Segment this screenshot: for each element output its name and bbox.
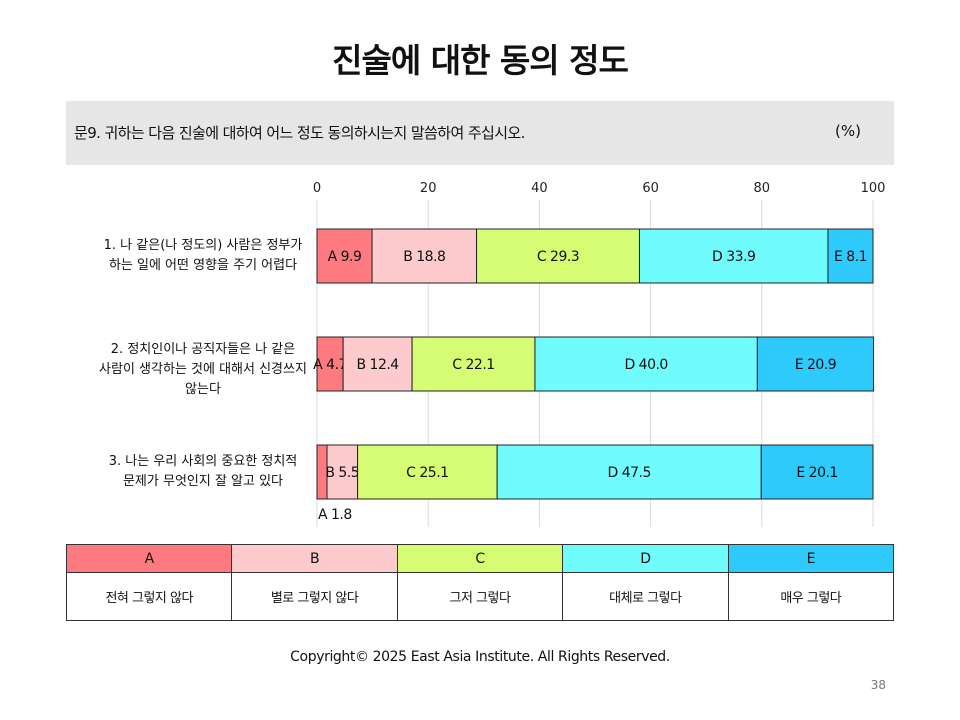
legend-label-a: 전혀 그렇지 않다: [65, 572, 233, 621]
data-label: D 33.9: [712, 249, 755, 265]
data-label: A 1.8: [318, 507, 352, 523]
category-label: 하는 일에 어떤 영향을 주기 어렵다: [109, 258, 297, 273]
x-tick-label: 100: [861, 181, 886, 196]
category-label: 2. 정치인이나 공직자들은 나 같은: [111, 342, 295, 357]
legend-code-b: B: [231, 544, 398, 573]
bar-segment: [316, 336, 344, 392]
legend-code-d: D: [562, 544, 729, 573]
bar-segment: [760, 444, 874, 500]
data-label: A 9.9: [328, 249, 362, 265]
x-tick-label: 40: [531, 181, 548, 196]
legend-code-row: A B C D E: [65, 544, 895, 573]
data-label: C 29.3: [537, 249, 579, 265]
x-tick-label: 20: [420, 181, 437, 196]
copyright-notice: Copyright© 2025 East Asia Institute. All…: [290, 649, 670, 665]
data-label: C 25.1: [406, 465, 448, 481]
category-label: 문제가 무엇인지 잘 알고 있다: [123, 474, 283, 489]
x-tick-label: 0: [313, 181, 321, 196]
data-label: C 22.1: [452, 357, 494, 373]
bar-segment: [638, 228, 829, 284]
bar-segment: [476, 228, 640, 284]
bar-segment: [534, 336, 758, 392]
data-label: B 18.8: [403, 249, 445, 265]
data-label: D 47.5: [607, 465, 650, 481]
bar-segment: [496, 444, 762, 500]
category-label: 1. 나 같은(나 정도의) 사람은 정부가: [104, 238, 303, 253]
data-label: D 40.0: [624, 357, 667, 373]
legend-label-d: 대체로 그렇다: [562, 572, 729, 621]
data-label: A 4.7: [313, 357, 347, 373]
category-label: 사람이 생각하는 것에 대해서 신경쓰지: [99, 362, 307, 377]
bar-segment: [326, 444, 359, 500]
bar-segment: [411, 336, 536, 392]
x-tick-label: 60: [642, 181, 659, 196]
legend-code-a: A: [65, 544, 233, 573]
data-label: E 20.1: [796, 465, 837, 481]
data-label: E 20.9: [795, 357, 836, 373]
bar-segment: [827, 228, 874, 284]
data-label: B 5.5: [325, 465, 359, 481]
unit-label: (%): [835, 122, 861, 140]
data-label: B 12.4: [356, 357, 399, 373]
legend-label-row: 전혀 그렇지 않다 별로 그렇지 않다 그저 그렇다 대체로 그렇다 매우 그렇…: [65, 572, 895, 621]
page-number: 38: [870, 678, 886, 692]
x-tick-label: 80: [754, 181, 771, 196]
data-label: E 8.1: [834, 249, 867, 265]
legend-label-c: 그저 그렇다: [396, 572, 564, 621]
category-label: 않는다: [185, 382, 221, 397]
legend-label-b: 별로 그렇지 않다: [231, 572, 398, 621]
bar-segment: [756, 336, 875, 392]
question-text: 문9. 귀하는 다음 진술에 대하여 어느 정도 동의하시는지 말씀하여 주십시…: [74, 124, 525, 142]
question-box: 문9. 귀하는 다음 진술에 대하여 어느 정도 동의하시는지 말씀하여 주십시…: [66, 101, 894, 165]
legend-code-e: E: [727, 544, 895, 573]
legend-label-e: 매우 그렇다: [727, 572, 895, 621]
category-label: 3. 나는 우리 사회의 중요한 정치적: [109, 454, 298, 469]
legend-code-c: C: [396, 544, 564, 573]
page-title: 진술에 대한 동의 정도: [332, 41, 629, 80]
legend-table: A B C D E 전혀 그렇지 않다 별로 그렇지 않다 그저 그렇다 대체로…: [65, 544, 895, 621]
bar-segment: [316, 228, 373, 284]
